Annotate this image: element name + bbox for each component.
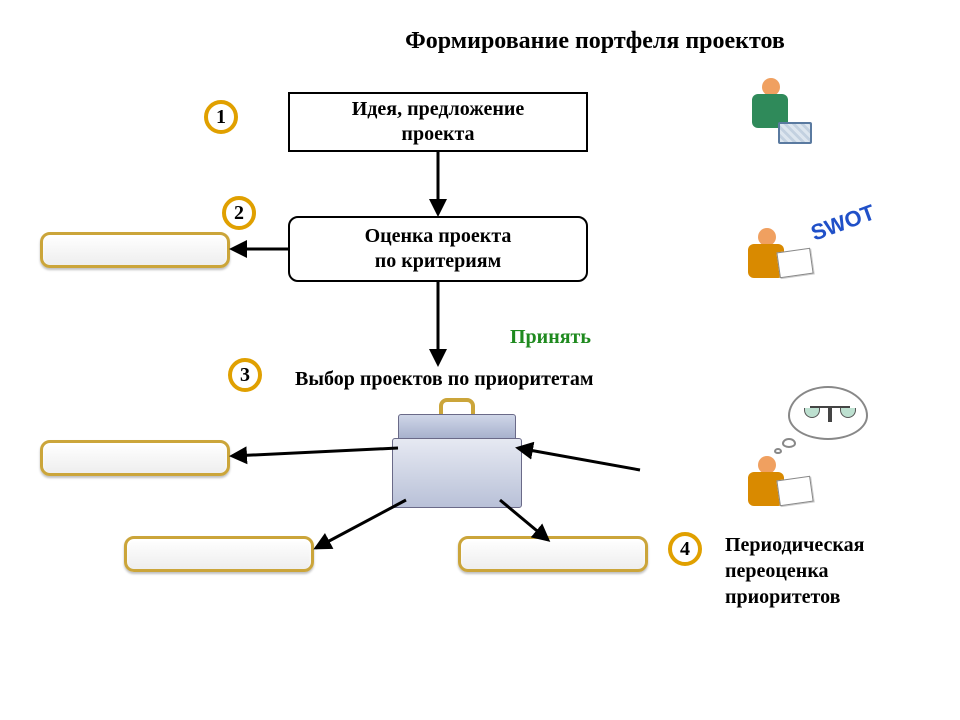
diagram-canvas: Формирование портфеля проектов Идея, пре…: [0, 0, 960, 720]
node-idea-label: Идея, предложениепроекта: [352, 97, 525, 147]
node-criteria: Оценка проектапо критериям: [288, 216, 588, 282]
page-title: Формирование портфеля проектов: [230, 28, 960, 55]
step-badge-1: 1: [204, 100, 238, 134]
step-badge-2-num: 2: [234, 202, 244, 225]
briefcase-icon: [392, 398, 522, 508]
step-badge-4: 4: [668, 532, 702, 566]
label-reassess: Периодическаяпереоценкаприоритетов: [725, 532, 864, 610]
label-selection: Выбор проектов по приоритетам: [295, 368, 593, 391]
output-pill: [458, 536, 648, 572]
step-badge-3-num: 3: [240, 364, 250, 387]
label-accept: Принять: [510, 326, 591, 349]
node-idea: Идея, предложениепроекта: [288, 92, 588, 152]
step-badge-3: 3: [228, 358, 262, 392]
node-criteria-label: Оценка проектапо критериям: [365, 224, 512, 274]
output-pill: [124, 536, 314, 572]
step-badge-1-num: 1: [216, 106, 226, 129]
output-pill: [40, 440, 230, 476]
step-badge-4-num: 4: [680, 538, 690, 561]
output-pill: [40, 232, 230, 268]
label-swot: SWOT: [808, 199, 879, 246]
step-badge-2: 2: [222, 196, 256, 230]
